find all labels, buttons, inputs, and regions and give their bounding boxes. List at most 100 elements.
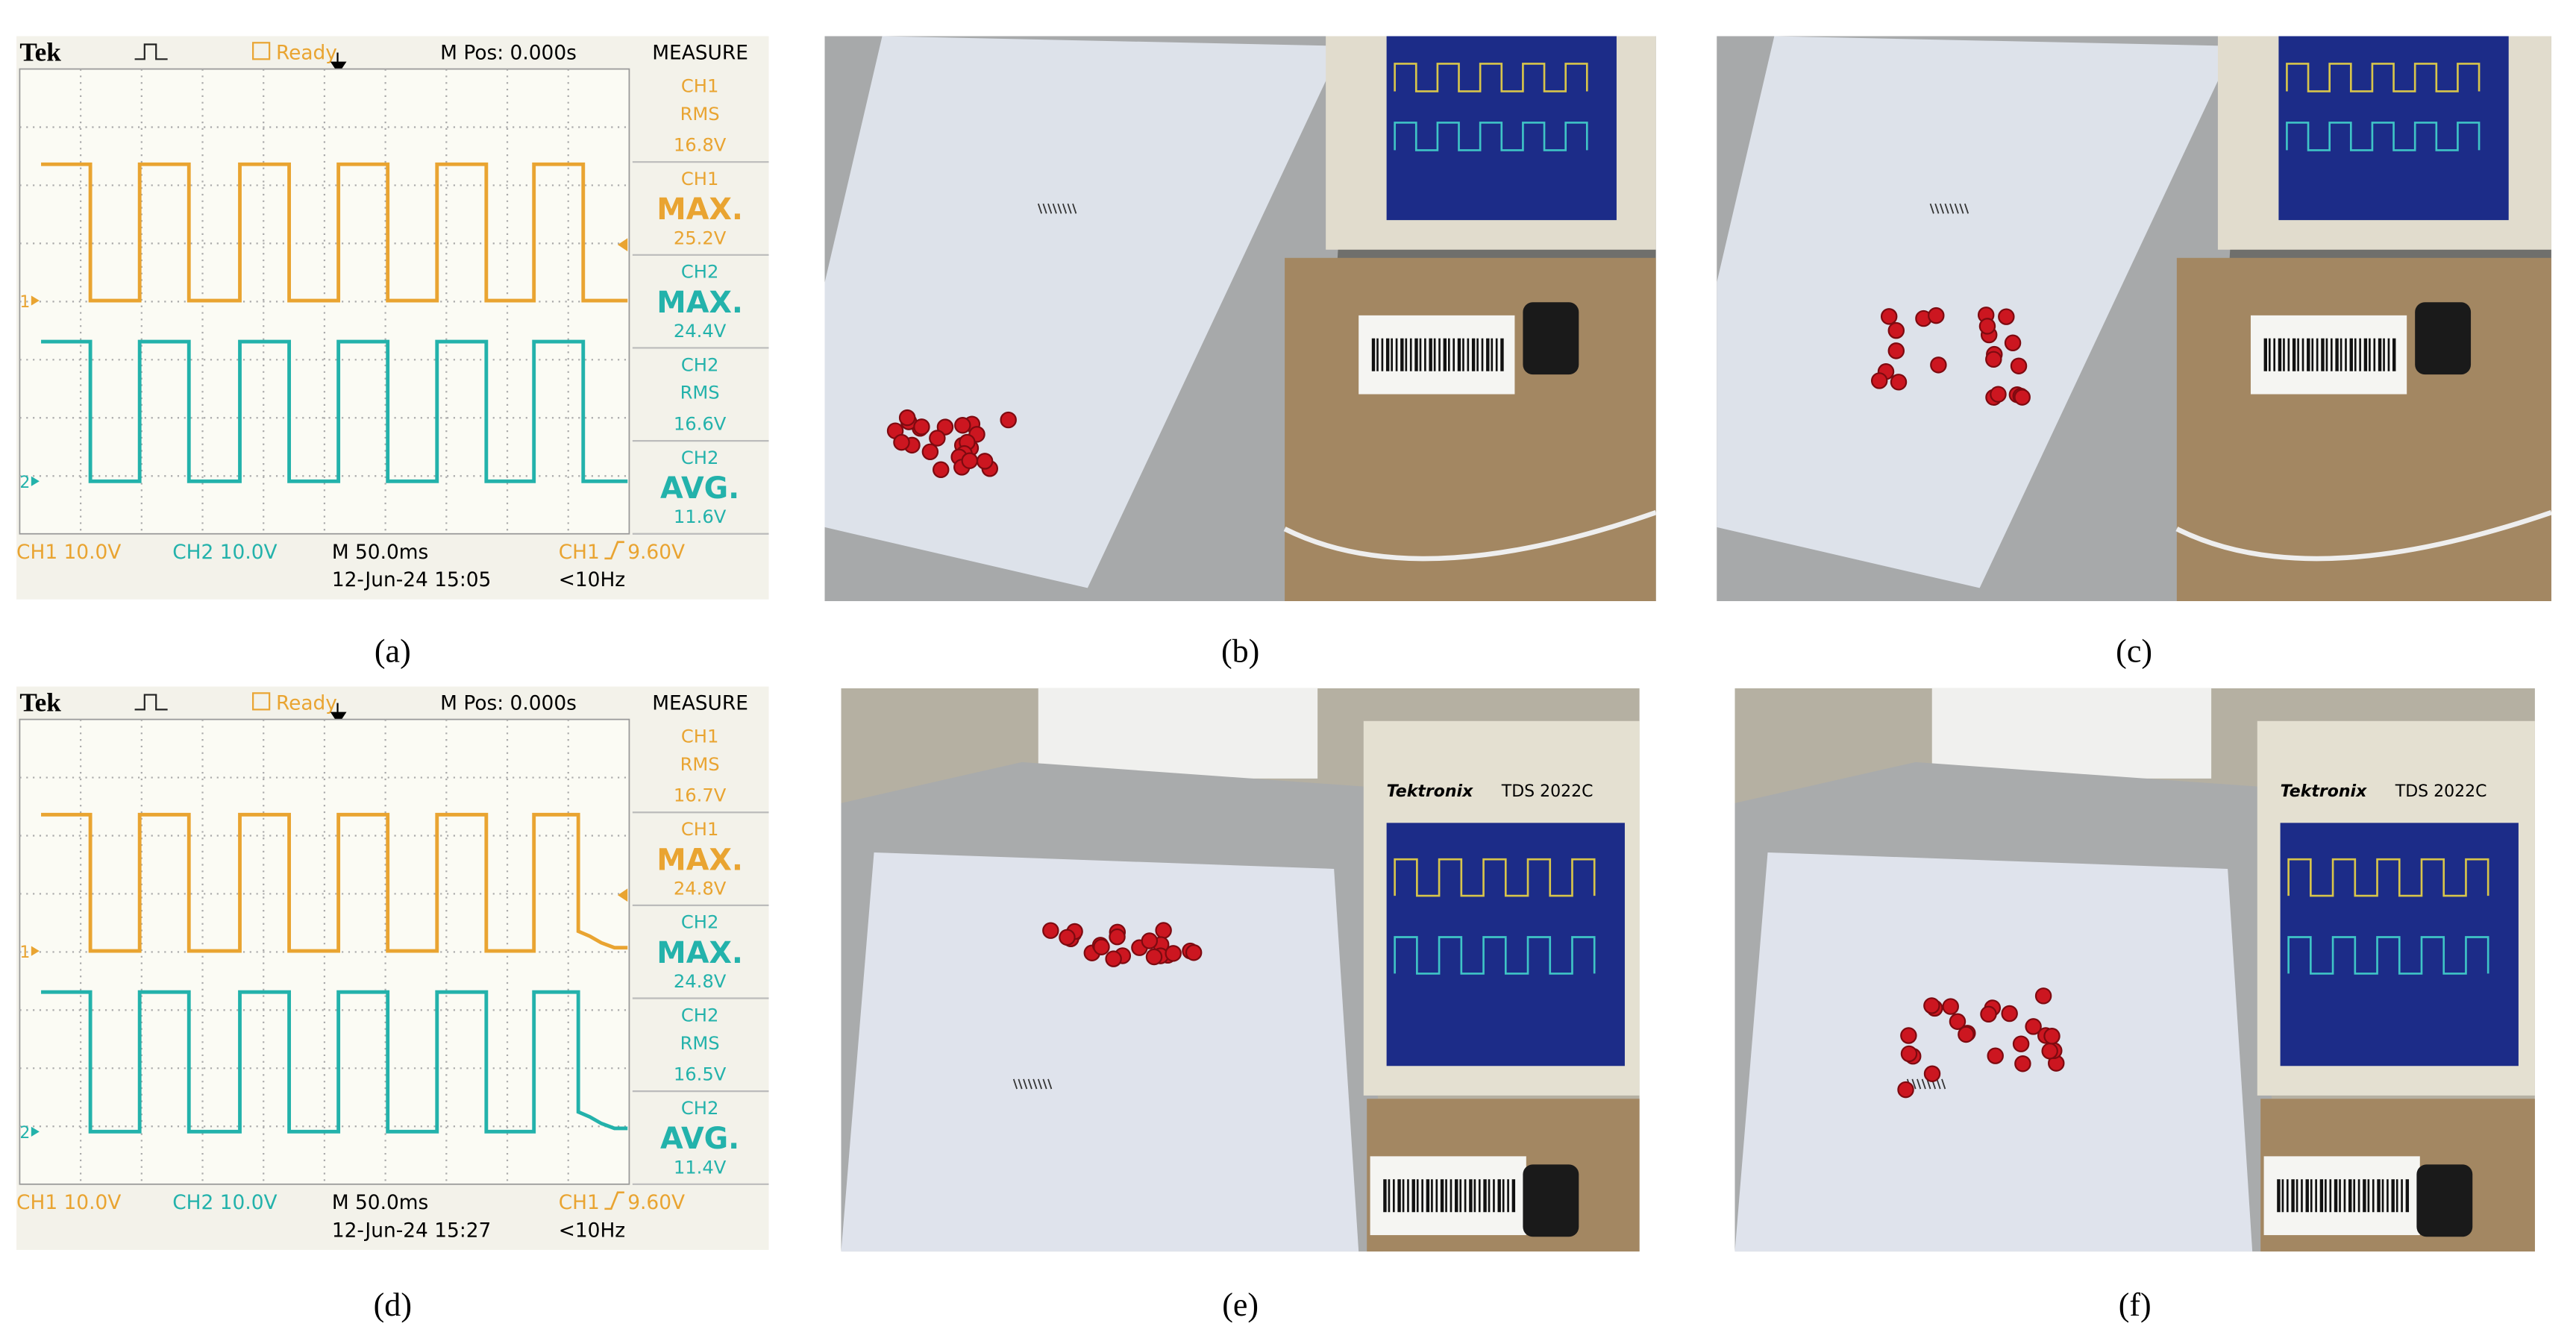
channel-marker: 2 xyxy=(19,1124,30,1143)
barcode-bar xyxy=(2383,338,2385,371)
barcode-bar xyxy=(1405,338,1408,371)
barcode-bar xyxy=(1497,1179,1501,1213)
barcode-bar xyxy=(2292,338,2296,371)
barcode-bar xyxy=(2353,1179,2356,1213)
channel-marker: 2 xyxy=(19,474,30,492)
red-part xyxy=(1949,1013,1967,1030)
ruler-mark xyxy=(1042,203,1047,214)
datetime: 12-Jun-24 15:05 xyxy=(332,568,491,591)
red-part xyxy=(1978,318,1996,335)
ruler-mark xyxy=(1052,203,1057,214)
barcode-bar xyxy=(2391,1179,2395,1213)
oscilloscope-panel: Tek Ready M Pos: 0.000s MEASURE 1 2 CH1 RMS 16.8… xyxy=(16,36,769,600)
barcode-bar xyxy=(1473,1179,1476,1213)
measure-kind: MAX. xyxy=(656,192,743,227)
barcode-bar xyxy=(2316,338,2319,371)
marker-arrow xyxy=(31,476,40,486)
channel-marker: 1 xyxy=(19,943,30,962)
barcode-bar xyxy=(2277,1179,2281,1213)
red-part xyxy=(1165,945,1182,962)
measure-value: 25.2V xyxy=(674,227,727,248)
barcode-bar xyxy=(1411,1179,1415,1213)
barcode-bar xyxy=(1395,338,1398,371)
red-part xyxy=(936,418,954,436)
barcode-bar xyxy=(1459,1179,1462,1213)
measure-value: 24.8V xyxy=(674,971,727,992)
red-part xyxy=(1000,411,1017,429)
barcode-bar xyxy=(2335,338,2339,371)
measure-kind: RMS xyxy=(680,754,720,775)
panel-label: (d) xyxy=(374,1287,412,1323)
barcode-bar xyxy=(2301,338,2304,371)
ruler-mark xyxy=(1012,1078,1018,1090)
barcode-bar xyxy=(2291,1179,2295,1213)
screen-trace xyxy=(2287,858,2489,897)
ruler-mark xyxy=(1959,203,1964,214)
red-part xyxy=(913,418,930,436)
barcode-bar xyxy=(2278,338,2282,371)
red-part xyxy=(2012,1035,2030,1052)
barcode-bar xyxy=(2319,1179,2324,1213)
barcode-bar xyxy=(2281,1179,2284,1213)
measure-channel: CH1 xyxy=(681,169,719,189)
screen-trace xyxy=(2286,122,2481,151)
barcode-bar xyxy=(2321,338,2325,371)
red-part xyxy=(2034,987,2052,1005)
ch2-scale: CH2 10.0V xyxy=(172,1191,277,1214)
measure-channel: CH1 xyxy=(681,819,719,840)
barcode-bar xyxy=(1414,338,1418,371)
photo-panel xyxy=(1717,36,2551,602)
barcode-bar xyxy=(1433,338,1436,371)
red-part xyxy=(898,409,916,427)
panel-label: (b) xyxy=(1221,633,1259,670)
cardboard xyxy=(1285,257,1656,602)
red-part xyxy=(1897,1081,1914,1099)
acq-icon xyxy=(134,694,168,711)
ruler-mark xyxy=(1921,1078,1926,1090)
measure-kind: MAX. xyxy=(656,286,743,320)
red-part xyxy=(1155,922,1172,939)
measure-value: 24.4V xyxy=(674,321,727,342)
ruler-mark xyxy=(1057,203,1062,214)
measure-kind: RMS xyxy=(680,383,720,403)
usb-dongle xyxy=(1523,1164,1579,1237)
barcode-bar xyxy=(2295,1179,2298,1213)
red-part xyxy=(921,443,939,461)
barcode-bar xyxy=(2349,338,2353,371)
trigger-level-arrow xyxy=(618,238,628,251)
panel-label: (f) xyxy=(2119,1287,2152,1323)
measure-value: 11.4V xyxy=(674,1157,727,1178)
red-part xyxy=(1930,356,1947,374)
barcode-bar xyxy=(2387,338,2390,371)
red-part xyxy=(1985,351,2002,368)
barcode-bar xyxy=(2378,338,2382,371)
screen-trace xyxy=(2286,63,2481,92)
frequency: <10Hz xyxy=(559,1219,625,1242)
barcode-bar xyxy=(1388,1179,1391,1213)
box-top xyxy=(1038,688,1318,779)
ruler-mark xyxy=(1037,1078,1043,1090)
cable xyxy=(1283,509,1656,562)
barcode-bar xyxy=(2287,338,2290,371)
red-part xyxy=(954,416,971,434)
barcode-bar xyxy=(1445,1179,1447,1213)
red-part xyxy=(893,433,910,451)
screen-trace xyxy=(2287,936,2489,975)
trigger-slope xyxy=(604,541,624,560)
red-part xyxy=(1059,929,1076,946)
barcode-bar xyxy=(2297,338,2299,371)
red-part xyxy=(2025,1018,2042,1035)
tray-sheet xyxy=(824,36,1343,588)
status: Ready xyxy=(276,41,337,64)
red-part xyxy=(1870,372,1888,389)
scope-model: TDS 2022C xyxy=(2395,782,2487,801)
measure-channel: CH1 xyxy=(681,75,719,96)
measure-value: 16.7V xyxy=(674,785,727,806)
barcode-bar xyxy=(2359,338,2361,371)
panel-label: (c) xyxy=(2116,633,2152,670)
barcode-bar xyxy=(1457,338,1461,371)
barcode-bar xyxy=(2334,1179,2338,1213)
barcode-bar xyxy=(1500,338,1504,371)
trigger-slope xyxy=(604,1191,624,1210)
